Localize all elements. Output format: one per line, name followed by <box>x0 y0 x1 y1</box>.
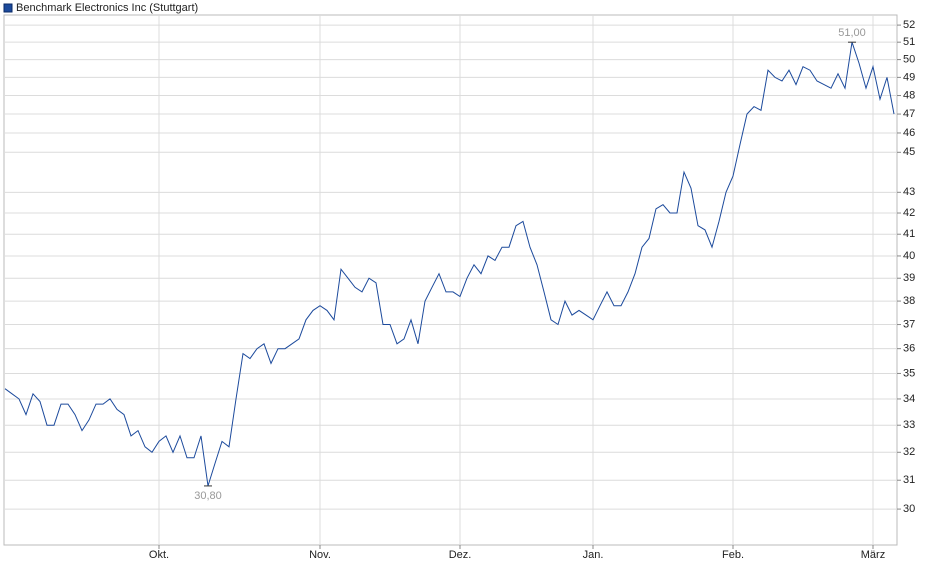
y-tick-label: 37 <box>903 318 915 330</box>
x-tick-label: Nov. <box>309 549 331 561</box>
y-tick-label: 49 <box>903 71 915 83</box>
annotation-label: 30,80 <box>194 490 222 502</box>
annotation-label: 51,00 <box>838 27 866 39</box>
legend-swatch <box>3 3 13 13</box>
y-tick-label: 32 <box>903 446 915 458</box>
y-tick-label: 33 <box>903 419 915 431</box>
price-line <box>4 42 895 487</box>
y-tick-label: 34 <box>903 393 915 405</box>
y-tick-label: 51 <box>903 36 915 48</box>
x-tick-label: Feb. <box>722 549 744 561</box>
plot-area <box>3 14 898 546</box>
x-tick-label: Dez. <box>449 549 472 561</box>
y-tick-label: 52 <box>903 19 915 31</box>
y-tick-label: 41 <box>903 228 915 240</box>
x-tick-label: Jan. <box>583 549 604 561</box>
y-tick-label: 43 <box>903 186 915 198</box>
y-tick-label: 36 <box>903 343 915 355</box>
y-tick-label: 42 <box>903 207 915 219</box>
y-tick-label: 39 <box>903 272 915 284</box>
y-tick-label: 45 <box>903 146 915 158</box>
y-tick-label: 31 <box>903 474 915 486</box>
y-tick-label: 35 <box>903 367 915 379</box>
y-tick-label: 30 <box>903 503 915 515</box>
x-tick-label: März <box>861 549 885 561</box>
y-tick-label: 50 <box>903 54 915 66</box>
y-tick-label: 47 <box>903 108 915 120</box>
y-tick-label: 38 <box>903 295 915 307</box>
y-tick-label: 46 <box>903 127 915 139</box>
y-tick-label: 48 <box>903 89 915 101</box>
y-tick-label: 40 <box>903 250 915 262</box>
legend-label: Benchmark Electronics Inc (Stuttgart) <box>16 2 198 14</box>
x-tick-label: Okt. <box>149 549 169 561</box>
